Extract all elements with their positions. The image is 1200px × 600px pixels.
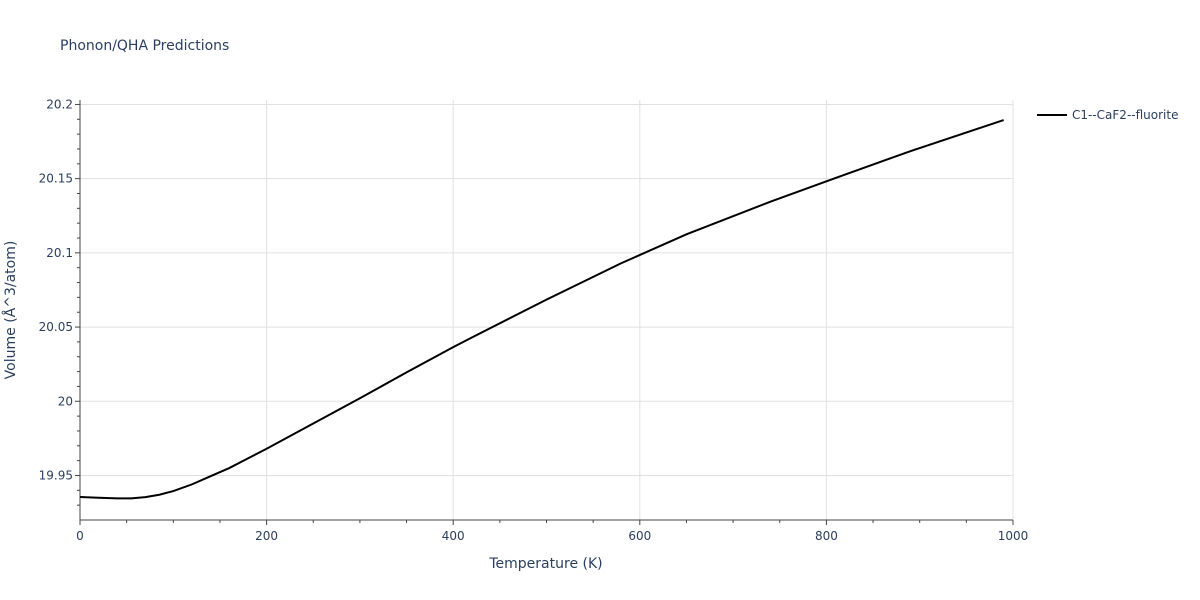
- x-axis-title: Temperature (K): [488, 556, 602, 572]
- x-tick-label: 0: [76, 529, 84, 543]
- chart-title: Phonon/QHA Predictions: [60, 38, 229, 54]
- plot-area[interactable]: [79, 119, 1004, 500]
- grid-layer: [80, 100, 1014, 520]
- y-tick-label: 20: [58, 394, 73, 408]
- y-tick-label: 20.05: [39, 320, 73, 334]
- y-tick-label: 19.95: [39, 468, 73, 482]
- x-tick-label: 800: [815, 529, 838, 543]
- x-tick-label: 600: [628, 529, 651, 543]
- series-line[interactable]: [79, 119, 1004, 500]
- x-tick-label: 200: [255, 529, 278, 543]
- y-tick-label: 20.1: [46, 246, 73, 260]
- legend[interactable]: C1--CaF2--fluorite: [1037, 108, 1178, 122]
- y-axis-title: Volume (Å^3/atom): [2, 241, 19, 380]
- x-tick-label: 1000: [998, 529, 1029, 543]
- x-tick-label: 400: [442, 529, 465, 543]
- legend-item-label: C1--CaF2--fluorite: [1072, 108, 1178, 122]
- y-tick-label: 20.2: [46, 97, 73, 111]
- axes-layer: 0 200 400 600 800 1000 19.95 20 20.05 20.1 20.15 20…: [39, 97, 1029, 543]
- y-tick-label: 20.15: [39, 172, 73, 186]
